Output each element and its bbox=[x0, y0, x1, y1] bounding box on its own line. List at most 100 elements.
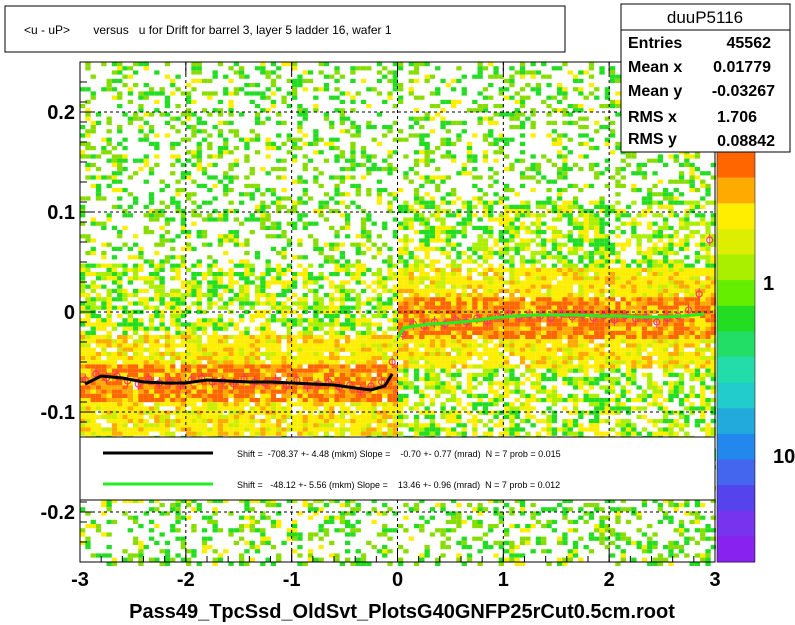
heatmap-cell bbox=[355, 246, 361, 251]
heatmap-cell bbox=[334, 259, 340, 264]
heatmap-cell bbox=[138, 62, 144, 67]
heatmap-cell bbox=[122, 335, 128, 340]
heatmap-cell bbox=[345, 519, 351, 524]
heatmap-cell bbox=[281, 284, 287, 289]
heatmap-cell bbox=[477, 108, 483, 113]
heatmap-cell bbox=[239, 318, 245, 323]
heatmap-cell bbox=[339, 431, 345, 436]
heatmap-cell bbox=[424, 62, 430, 67]
heatmap-cell bbox=[488, 213, 494, 218]
heatmap-cell bbox=[170, 301, 176, 306]
heatmap-cell bbox=[355, 129, 361, 134]
heatmap-cell bbox=[297, 330, 303, 335]
heatmap-cell bbox=[456, 255, 462, 260]
heatmap-cell bbox=[477, 263, 483, 268]
heatmap-cell bbox=[270, 519, 277, 524]
heatmap-cell bbox=[419, 272, 425, 277]
heatmap-cell bbox=[297, 343, 303, 348]
heatmap-cell bbox=[323, 259, 330, 264]
heatmap-cell bbox=[313, 238, 319, 243]
heatmap-cell bbox=[138, 385, 144, 390]
heatmap-cell bbox=[249, 351, 255, 356]
heatmap-cell bbox=[440, 356, 446, 361]
heatmap-cell bbox=[223, 385, 229, 390]
heatmap-cell bbox=[360, 372, 367, 377]
heatmap-cell bbox=[488, 83, 494, 88]
heatmap-cell bbox=[249, 314, 255, 319]
heatmap-cell bbox=[408, 272, 414, 277]
heatmap-cell bbox=[382, 503, 388, 508]
heatmap-cell bbox=[138, 104, 144, 109]
heatmap-cell bbox=[133, 326, 139, 331]
heatmap-cell bbox=[318, 356, 324, 361]
heatmap-cell bbox=[260, 389, 266, 394]
heatmap-cell bbox=[382, 225, 388, 230]
heatmap-cell bbox=[313, 398, 319, 403]
heatmap-cell bbox=[196, 347, 202, 352]
heatmap-cell bbox=[456, 557, 462, 562]
heatmap-cell bbox=[159, 91, 165, 96]
heatmap-cell bbox=[111, 272, 118, 277]
heatmap-cell bbox=[154, 288, 160, 293]
heatmap-cell bbox=[360, 377, 367, 382]
heatmap-cell bbox=[424, 414, 430, 419]
heatmap-cell bbox=[477, 519, 483, 524]
heatmap-cell bbox=[244, 561, 250, 566]
heatmap-cell bbox=[472, 377, 478, 382]
heatmap-cell bbox=[292, 385, 298, 390]
heatmap-cell bbox=[318, 507, 324, 512]
heatmap-cell bbox=[249, 398, 255, 403]
heatmap-cell bbox=[392, 297, 398, 302]
heatmap-cell bbox=[138, 255, 144, 260]
heatmap-cell bbox=[80, 507, 86, 512]
heatmap-cell bbox=[101, 297, 107, 302]
heatmap-cell bbox=[345, 175, 351, 180]
heatmap-cell bbox=[233, 242, 239, 247]
heatmap-cell bbox=[106, 213, 112, 218]
heatmap-cell bbox=[249, 343, 255, 348]
heatmap-cell bbox=[239, 276, 245, 281]
heatmap-cell bbox=[233, 297, 239, 302]
heatmap-cell bbox=[392, 377, 398, 382]
heatmap-cell bbox=[191, 431, 197, 436]
heatmap-cell bbox=[488, 263, 494, 268]
heatmap-cell bbox=[493, 368, 499, 373]
heatmap-cell bbox=[382, 351, 388, 356]
heatmap-cell bbox=[477, 410, 483, 415]
heatmap-cell bbox=[159, 314, 165, 319]
heatmap-cell bbox=[223, 305, 229, 310]
heatmap-cell bbox=[244, 393, 250, 398]
heatmap-cell bbox=[223, 356, 229, 361]
heatmap-cell bbox=[292, 95, 298, 100]
heatmap-cell bbox=[133, 410, 139, 415]
heatmap-cell bbox=[424, 423, 430, 428]
heatmap-cell bbox=[228, 267, 234, 272]
heatmap-cell bbox=[445, 297, 451, 302]
heatmap-cell bbox=[164, 372, 171, 377]
heatmap-cell bbox=[382, 259, 388, 264]
heatmap-cell bbox=[154, 154, 160, 159]
heatmap-cell bbox=[403, 347, 409, 352]
heatmap-cell bbox=[350, 314, 356, 319]
heatmap-cell bbox=[493, 171, 499, 176]
heatmap-cell bbox=[318, 402, 324, 407]
heatmap-cell bbox=[355, 204, 361, 209]
heatmap-cell bbox=[493, 414, 499, 419]
heatmap-cell bbox=[355, 528, 361, 533]
heatmap-cell bbox=[191, 288, 197, 293]
heatmap-cell bbox=[292, 276, 298, 281]
heatmap-cell bbox=[307, 503, 314, 508]
heatmap-cell bbox=[461, 297, 467, 302]
heatmap-cell bbox=[398, 339, 404, 344]
heatmap-cell bbox=[382, 414, 388, 419]
heatmap-cell bbox=[276, 120, 282, 125]
heatmap-cell bbox=[424, 427, 430, 432]
heatmap-cell bbox=[419, 335, 425, 340]
heatmap-cell bbox=[493, 158, 499, 163]
heatmap-cell bbox=[117, 171, 123, 176]
heatmap-cell bbox=[451, 372, 457, 377]
heatmap-cell bbox=[366, 301, 372, 306]
heatmap-cell bbox=[127, 276, 133, 281]
heatmap-cell bbox=[170, 255, 176, 260]
heatmap-cell bbox=[445, 389, 451, 394]
